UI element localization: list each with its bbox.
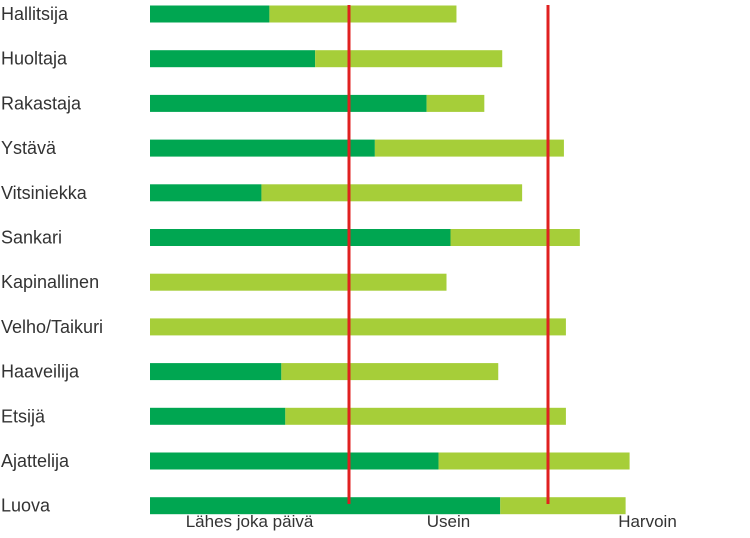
x-tick-label: Harvoin xyxy=(618,512,677,531)
category-label: Kapinallinen xyxy=(1,272,99,292)
bar-segment-2 xyxy=(438,452,630,470)
bar-segment-2 xyxy=(150,318,566,336)
bar-segment-2 xyxy=(500,497,626,515)
category-label: Etsijä xyxy=(1,406,46,426)
bar-segment-1 xyxy=(150,407,286,425)
bar-segment-1 xyxy=(150,139,375,157)
x-tick-labels-group: Lähes joka päivä Usein Harvoin xyxy=(186,512,677,531)
bar-segment-1 xyxy=(150,184,262,202)
bars-group xyxy=(150,5,630,515)
bar-segment-1 xyxy=(150,452,439,470)
bar-segment-2 xyxy=(269,5,457,23)
category-label: Haaveilija xyxy=(1,362,80,382)
bar-segment-2 xyxy=(281,363,499,381)
x-tick-label: Usein xyxy=(427,512,470,531)
bar-segment-2 xyxy=(261,184,523,202)
category-label: Sankari xyxy=(1,228,62,248)
bar-segment-2 xyxy=(374,139,564,157)
bar-segment-1 xyxy=(150,94,427,112)
bar-segment-1 xyxy=(150,497,501,515)
bar-segment-2 xyxy=(426,94,485,112)
bar-segment-2 xyxy=(150,273,447,291)
category-label: Ajattelija xyxy=(1,451,70,471)
bar-segment-2 xyxy=(285,407,566,425)
bar-segment-2 xyxy=(450,229,580,246)
category-label: Huoltaja xyxy=(1,49,68,69)
category-label: Ystävä xyxy=(1,138,57,158)
bar-segment-2 xyxy=(315,50,503,68)
category-label: Velho/Taikuri xyxy=(1,317,103,337)
category-label: Vitsiniekka xyxy=(1,183,88,203)
category-label: Rakastaja xyxy=(1,93,82,113)
category-labels-group: Hallitsija Huoltaja Rakastaja Ystävä Vitsini… xyxy=(1,4,103,516)
reference-lines-group xyxy=(347,5,550,504)
bar-segment-1 xyxy=(150,229,451,246)
bar-segment-1 xyxy=(150,5,270,23)
category-label: Hallitsija xyxy=(1,4,69,24)
bar-segment-1 xyxy=(150,50,316,68)
bar-segment-1 xyxy=(150,363,282,381)
category-label: Luova xyxy=(1,496,51,516)
x-tick-label: Lähes joka päivä xyxy=(186,512,314,531)
